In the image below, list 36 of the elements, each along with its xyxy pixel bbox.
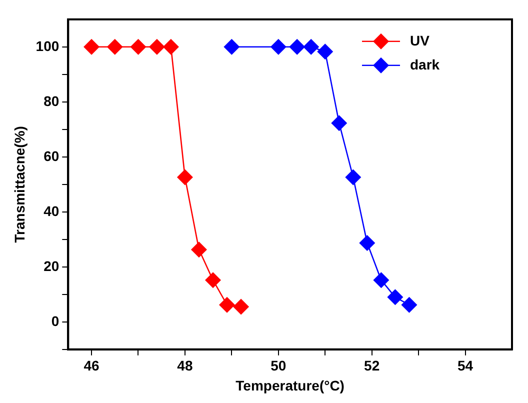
point: [331, 115, 348, 132]
y-tick-label: 80: [44, 92, 60, 109]
point: [401, 296, 418, 313]
point: [303, 38, 320, 55]
x-tick-label: 52: [364, 358, 380, 374]
y-tick-label: 60: [44, 148, 60, 164]
point: [190, 242, 207, 258]
point: [148, 38, 165, 55]
y-tick-label: 40: [44, 202, 60, 219]
point: [130, 38, 146, 55]
point: [176, 169, 193, 186]
y-tick-label: 0: [51, 312, 60, 329]
x-tick-label: 54: [457, 358, 474, 374]
y-axis-title: Transmittacne(%): [11, 126, 28, 243]
point: [289, 38, 306, 55]
y-tick-label: 100: [36, 38, 60, 54]
x-tick-label: 50: [270, 358, 286, 374]
point: [233, 298, 250, 315]
x-tick-label: 46: [84, 358, 100, 374]
point: [387, 289, 404, 306]
point: [317, 44, 334, 60]
point: [84, 38, 100, 55]
point: [373, 272, 390, 288]
point: [219, 296, 236, 313]
point: [204, 272, 221, 288]
point: [345, 169, 362, 186]
y-tick-label: 20: [44, 258, 60, 274]
x-axis-title: Temperature(°C): [236, 377, 344, 394]
point: [224, 38, 240, 55]
legend-label: UV: [410, 32, 430, 48]
x-tick-label: 48: [177, 358, 193, 374]
point: [270, 38, 286, 55]
point: [106, 38, 123, 55]
point: [359, 234, 376, 251]
legend-label: dark: [410, 56, 440, 72]
point: [162, 38, 179, 55]
